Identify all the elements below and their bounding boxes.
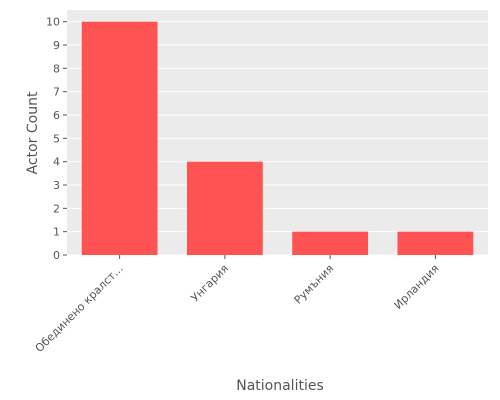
x-tick-label: Обединено кралст... [33, 262, 126, 355]
y-axis-ticks: 0 1 2 3 4 5 6 7 8 9 10 [46, 16, 67, 262]
x-axis-title: Nationalities [236, 378, 324, 394]
y-tick-label: 2 [53, 202, 60, 215]
x-tick-label: Унгария [188, 262, 231, 305]
y-tick-label: 1 [53, 226, 60, 239]
y-tick-label: 4 [53, 156, 60, 169]
x-tick-label: Ирландия [392, 262, 442, 312]
bar [186, 161, 263, 255]
y-tick-label: 9 [53, 39, 60, 52]
y-tick-label: 5 [53, 132, 60, 145]
x-tick-label: Румъния [292, 262, 337, 307]
bars [81, 21, 474, 255]
y-tick-label: 3 [53, 179, 60, 192]
bar [81, 21, 158, 255]
y-tick-label: 7 [53, 86, 60, 99]
x-axis-ticks: Обединено кралст... Унгария Румъния Ирланди… [33, 255, 442, 355]
bar [397, 231, 474, 255]
y-tick-label: 8 [53, 62, 60, 75]
y-tick-label: 6 [53, 109, 60, 122]
bar [292, 231, 369, 255]
y-tick-label: 0 [53, 249, 60, 262]
y-axis-title: Actor Count [25, 91, 41, 174]
y-tick-label: 10 [46, 16, 60, 29]
